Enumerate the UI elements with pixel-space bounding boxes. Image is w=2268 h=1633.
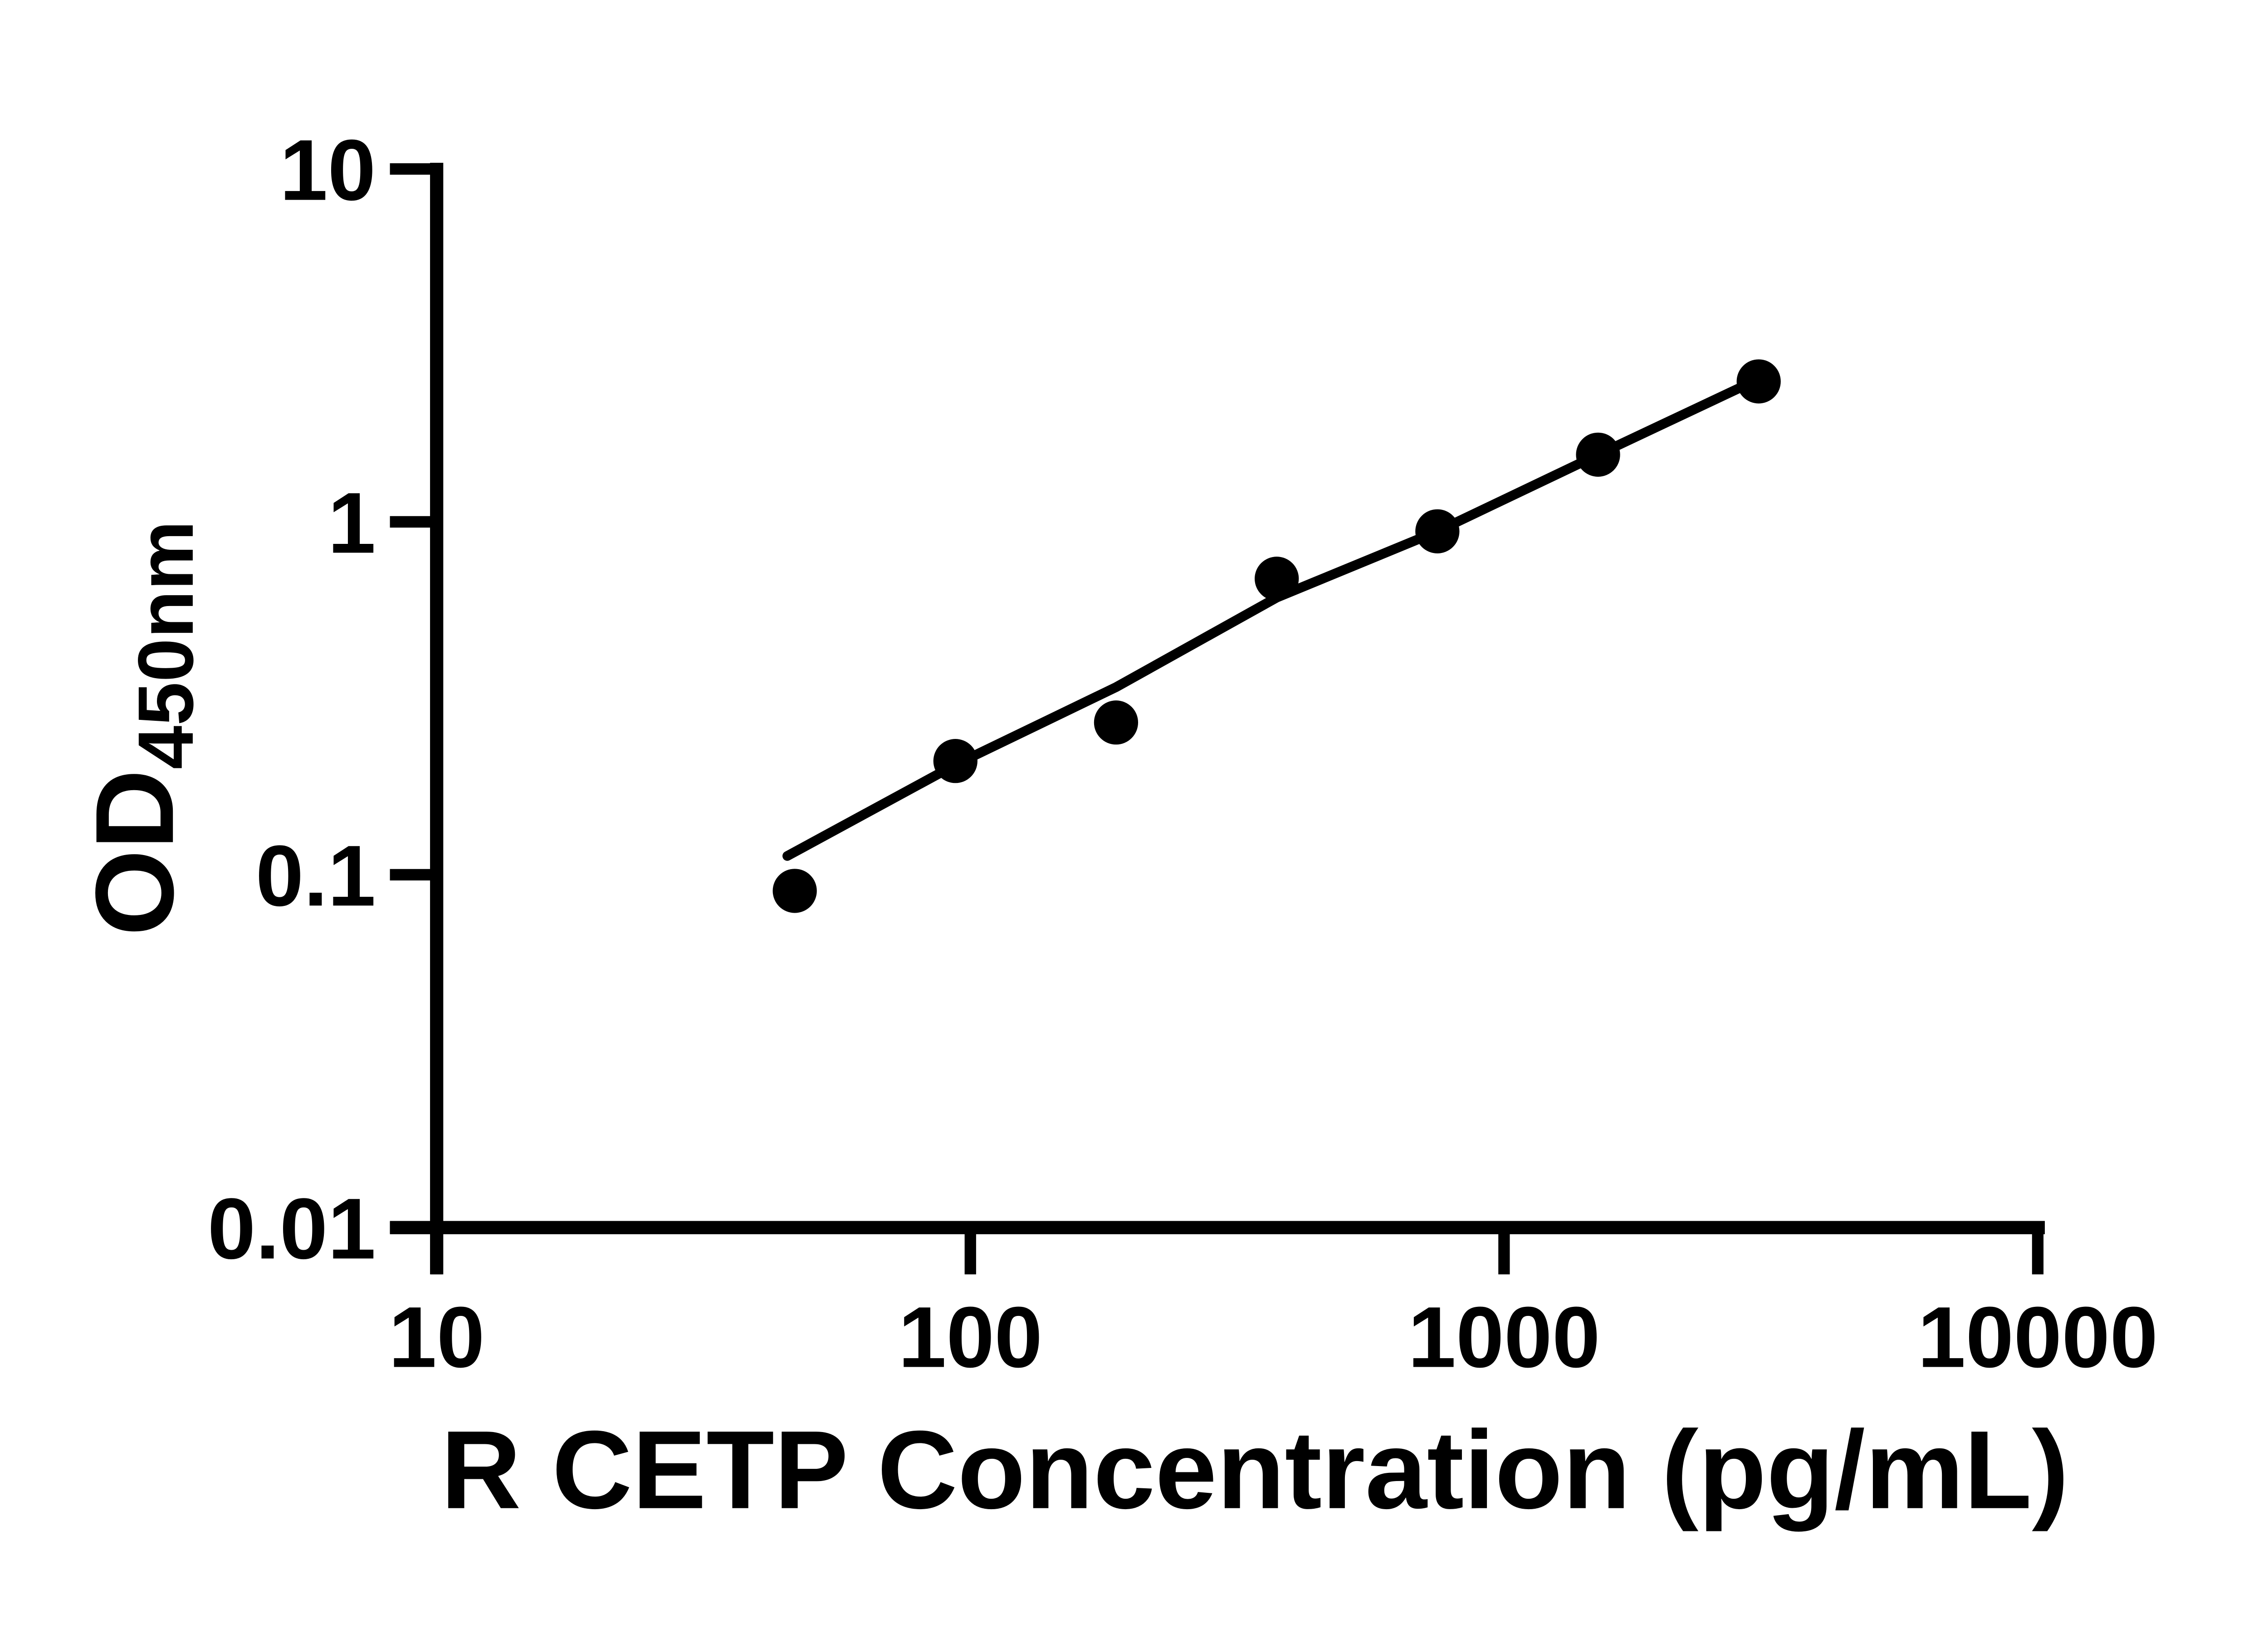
- data-point: [933, 739, 978, 783]
- data-point: [1736, 359, 1781, 404]
- x-axis-title: R CETP Concentration (pg/mL): [441, 1408, 2069, 1532]
- y-tick-label: 0.01: [208, 1180, 376, 1277]
- x-tick-label: 100: [898, 1289, 1042, 1386]
- y-axis-title: OD450nm: [72, 521, 210, 936]
- data-point: [1576, 432, 1620, 477]
- x-tick-label: 1000: [1408, 1289, 1600, 1386]
- x-tick-label: 10000: [1917, 1289, 2158, 1386]
- y-tick-label: 10: [279, 122, 376, 219]
- data-point: [772, 869, 817, 913]
- x-tick-label: 10: [389, 1289, 485, 1386]
- data-point: [1255, 557, 1299, 601]
- data-point: [1094, 700, 1139, 745]
- y-axis-title-subscript: 450nm: [122, 521, 210, 769]
- data-point: [1415, 509, 1460, 553]
- y-tick-label: 0.1: [256, 827, 376, 924]
- y-tick-label: 1: [327, 475, 376, 572]
- y-axis-title-main: OD: [72, 769, 196, 936]
